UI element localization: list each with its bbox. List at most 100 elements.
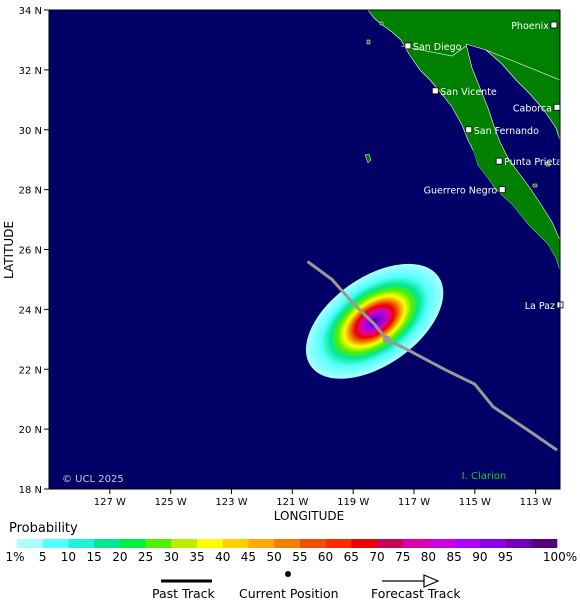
legend-label: 85 bbox=[447, 550, 462, 564]
legend-label: 40 bbox=[215, 550, 230, 564]
city-label: La Paz bbox=[525, 301, 555, 312]
city-square-icon bbox=[431, 87, 439, 95]
legend-swatch bbox=[454, 539, 481, 548]
legend-label: 30 bbox=[164, 550, 179, 564]
city-marker: San Vicente bbox=[431, 87, 497, 98]
x-tick-label: 121 W bbox=[276, 497, 308, 508]
legend-swatch bbox=[248, 539, 275, 548]
gulf-of-california bbox=[465, 43, 560, 241]
legend-label: 95 bbox=[498, 550, 513, 564]
legend-label: 50 bbox=[267, 550, 282, 564]
x-tick-label: 123 W bbox=[215, 497, 247, 508]
y-axis-label: LATITUDE bbox=[2, 221, 16, 279]
city-square-icon bbox=[550, 21, 558, 29]
city-square-icon bbox=[404, 42, 412, 50]
city-marker: Guerrero Negro bbox=[424, 186, 506, 197]
legend-label: 10 bbox=[61, 550, 76, 564]
y-tick-label: 30 N bbox=[19, 126, 42, 137]
x-tick-label: 125 W bbox=[155, 497, 187, 508]
island bbox=[379, 21, 384, 26]
y-tick-label: 20 N bbox=[19, 425, 42, 436]
city-marker: Phoenix bbox=[511, 21, 558, 32]
legend-label: 15 bbox=[87, 550, 102, 564]
legend-swatch bbox=[274, 539, 301, 548]
legend-swatch bbox=[377, 539, 404, 548]
legend-label: 45 bbox=[241, 550, 256, 564]
city-label: San Fernando bbox=[474, 126, 539, 137]
x-tick-label: 127 W bbox=[94, 497, 126, 508]
land-layer bbox=[364, 10, 560, 271]
legend-label: 70 bbox=[369, 550, 384, 564]
x-tick-label: 115 W bbox=[459, 497, 491, 508]
x-axis-label: LONGITUDE bbox=[274, 509, 344, 523]
city-square-icon bbox=[498, 186, 506, 194]
city-label: Punta Prieta bbox=[504, 157, 562, 168]
legend-label: 5 bbox=[39, 550, 47, 564]
legend-label: 90 bbox=[472, 550, 487, 564]
forecast-track-key-symbol bbox=[382, 574, 440, 588]
y-tick-label: 32 N bbox=[19, 66, 42, 77]
legend-swatch bbox=[505, 539, 532, 548]
past-track-label: Past Track bbox=[152, 586, 215, 601]
legend-title: Probability bbox=[9, 521, 78, 536]
island bbox=[364, 153, 372, 164]
legend-label: 55 bbox=[292, 550, 307, 564]
city-label: San Vicente bbox=[440, 87, 497, 98]
legend-swatch bbox=[68, 539, 95, 548]
x-tick-label: 117 W bbox=[398, 497, 430, 508]
city-square-icon bbox=[465, 126, 473, 134]
legend-swatch bbox=[299, 539, 326, 548]
y-tick-label: 24 N bbox=[19, 305, 42, 316]
x-tick-label: 113 W bbox=[520, 497, 552, 508]
legend-label: 80 bbox=[421, 550, 436, 564]
island bbox=[545, 161, 551, 167]
past-track-line bbox=[306, 260, 388, 341]
city-square-icon bbox=[495, 157, 503, 165]
legend-swatch bbox=[531, 539, 558, 548]
city-label: San Diego bbox=[413, 42, 462, 53]
current-position-key-symbol bbox=[285, 571, 291, 577]
legend-swatch bbox=[325, 539, 352, 548]
current-position-label: Current Position bbox=[239, 586, 339, 601]
city-markers: Phoenix San Diego San Vicente Caborca San Fe… bbox=[404, 21, 564, 482]
legend-swatch bbox=[42, 539, 69, 548]
city-square-icon bbox=[553, 103, 561, 111]
legend-swatch bbox=[197, 539, 224, 548]
city-marker: I. Clarion bbox=[462, 471, 507, 482]
legend-swatch bbox=[94, 539, 121, 548]
legend-swatch bbox=[145, 539, 172, 548]
legend-label: 60 bbox=[318, 550, 333, 564]
city-marker: San Diego bbox=[404, 42, 462, 53]
legend-swatch bbox=[402, 539, 429, 548]
legend-label: 35 bbox=[189, 550, 204, 564]
x-tick-label: 119 W bbox=[337, 497, 369, 508]
legend-label: 75 bbox=[395, 550, 410, 564]
city-label: Phoenix bbox=[511, 21, 549, 32]
city-label: Guerrero Negro bbox=[424, 186, 498, 197]
legend-label: 100% bbox=[543, 550, 577, 564]
legend-swatch bbox=[119, 539, 146, 548]
y-tick-label: 34 N bbox=[19, 6, 42, 17]
track-layer bbox=[306, 260, 558, 452]
y-tick-label: 26 N bbox=[19, 246, 42, 257]
track-key bbox=[161, 571, 440, 588]
legend-swatch bbox=[479, 539, 506, 548]
city-marker: San Fernando bbox=[465, 126, 539, 137]
legend-label: 65 bbox=[344, 550, 359, 564]
island bbox=[366, 39, 371, 45]
copyright-text: © UCL 2025 bbox=[62, 474, 124, 485]
forecast-track-label: Forecast Track bbox=[371, 586, 461, 601]
city-label: I. Clarion bbox=[462, 471, 507, 482]
probability-legend-bar: 1% 5 10 15 20 25 30 35 40 45 50 55 60 65 70 75 80 85 90 95 1… bbox=[5, 539, 577, 564]
y-tick-label: 18 N bbox=[19, 485, 42, 496]
state-border-east bbox=[485, 49, 560, 81]
legend-swatch bbox=[428, 539, 455, 548]
forecast-track-line bbox=[385, 337, 558, 452]
legend-label: 1% bbox=[5, 550, 24, 564]
city-marker: Punta Prieta bbox=[495, 157, 562, 168]
y-tick-label: 28 N bbox=[19, 186, 42, 197]
legend-label: 20 bbox=[112, 550, 127, 564]
current-position-marker bbox=[382, 335, 391, 344]
city-label: Caborca bbox=[513, 103, 552, 114]
